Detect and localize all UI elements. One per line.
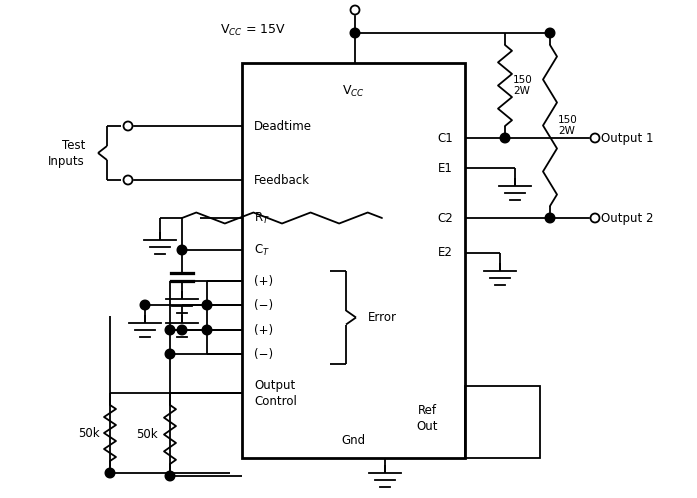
Text: C$_T$: C$_T$ bbox=[254, 243, 270, 257]
Circle shape bbox=[202, 325, 212, 335]
Circle shape bbox=[350, 28, 360, 38]
Text: Gnd: Gnd bbox=[342, 433, 365, 447]
Text: (+): (+) bbox=[254, 274, 273, 287]
Text: Deadtime: Deadtime bbox=[254, 120, 312, 132]
Bar bbox=[465, 386, 540, 458]
Circle shape bbox=[123, 122, 132, 130]
Text: Output
Control: Output Control bbox=[254, 378, 297, 407]
Text: 150
2W: 150 2W bbox=[513, 75, 533, 96]
Text: R$_T$: R$_T$ bbox=[254, 211, 270, 226]
Circle shape bbox=[165, 471, 175, 481]
Circle shape bbox=[590, 133, 599, 142]
Text: Error: Error bbox=[368, 311, 397, 324]
Text: E2: E2 bbox=[438, 247, 453, 259]
Text: C2: C2 bbox=[437, 212, 453, 225]
Text: Output 2: Output 2 bbox=[601, 212, 654, 225]
Text: V$_{CC}$: V$_{CC}$ bbox=[342, 84, 365, 99]
Circle shape bbox=[140, 300, 150, 310]
Circle shape bbox=[177, 245, 187, 255]
Circle shape bbox=[105, 468, 115, 478]
Text: Ref
Out: Ref Out bbox=[416, 403, 438, 432]
Text: Test
Inputs: Test Inputs bbox=[48, 138, 85, 167]
Text: 50k: 50k bbox=[78, 426, 100, 440]
Circle shape bbox=[351, 5, 360, 14]
Bar bbox=[242, 63, 465, 458]
Circle shape bbox=[500, 133, 510, 143]
Text: Feedback: Feedback bbox=[254, 173, 310, 186]
Text: 150
2W: 150 2W bbox=[558, 115, 578, 136]
Circle shape bbox=[165, 325, 175, 335]
Text: Output 1: Output 1 bbox=[601, 131, 654, 144]
Text: E1: E1 bbox=[438, 161, 453, 174]
Circle shape bbox=[202, 300, 212, 310]
Circle shape bbox=[590, 214, 599, 223]
Circle shape bbox=[177, 325, 187, 335]
Circle shape bbox=[545, 28, 555, 38]
Circle shape bbox=[545, 213, 555, 223]
Circle shape bbox=[165, 349, 175, 359]
Text: C1: C1 bbox=[437, 131, 453, 144]
Circle shape bbox=[123, 175, 132, 184]
Text: (−): (−) bbox=[254, 348, 273, 361]
Text: 50k: 50k bbox=[137, 428, 158, 441]
Text: (−): (−) bbox=[254, 298, 273, 312]
Text: (+): (+) bbox=[254, 324, 273, 337]
Text: V$_{CC}$ = 15V: V$_{CC}$ = 15V bbox=[220, 22, 286, 37]
